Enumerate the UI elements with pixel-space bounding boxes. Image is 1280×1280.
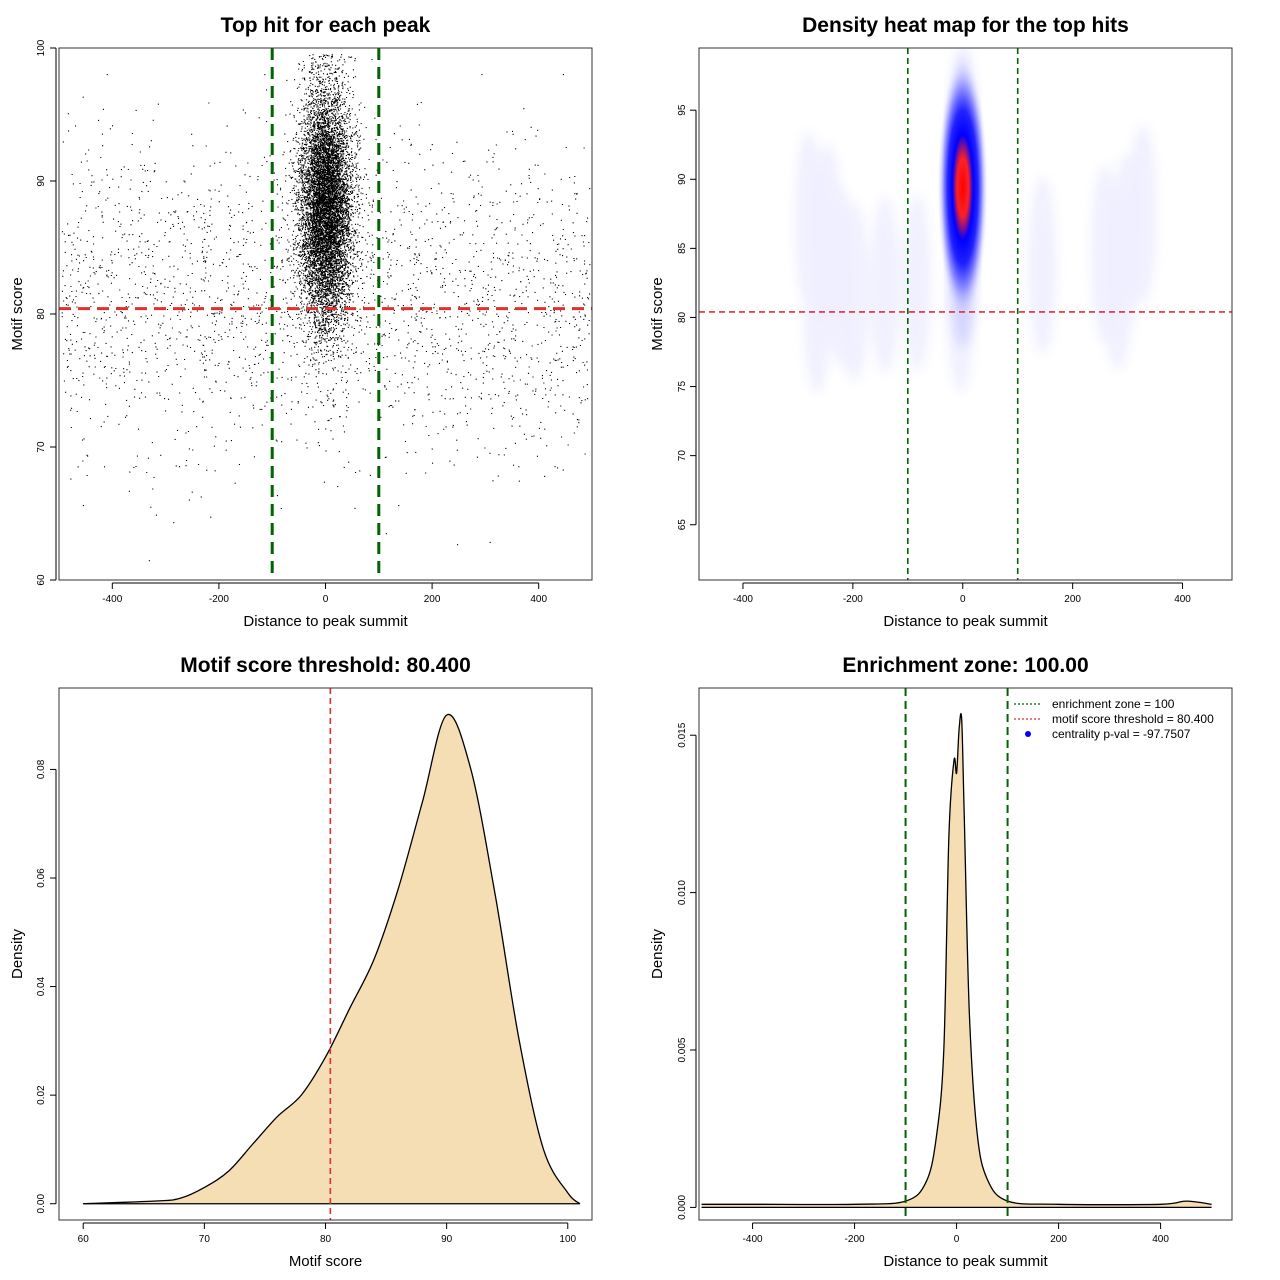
y-axis: 0.000 0.005 0.010 0.015 — [677, 722, 697, 1220]
x-tick-label: -200 — [209, 594, 229, 605]
y-tick-label: 85 — [677, 242, 688, 254]
x-tick-label: 0 — [960, 594, 966, 605]
x-tick-label: -400 — [102, 594, 122, 605]
x-tick-label: -200 — [845, 1234, 865, 1245]
y-tick-label: 0.010 — [677, 880, 688, 905]
chart-panel-heatmap: -400 -200 0 200 400 65 70 75 80 85 90 95 Density hea… — [649, 14, 1233, 630]
plot-frame — [58, 687, 593, 1221]
density-hotspot — [936, 55, 989, 320]
chart-panel-score_density: 60 70 80 90 100 0.00 0.02 0.04 0.06 0.08 Motif sco… — [9, 654, 593, 1270]
chart-title: Density heat map for the top hits — [802, 14, 1129, 37]
x-tick-label: 400 — [530, 594, 547, 605]
y-tick-label: 80 — [36, 308, 47, 320]
y-tick-label: 75 — [677, 381, 688, 393]
legend-swatch-point — [1025, 731, 1031, 737]
x-axis-label: Distance to peak summit — [883, 613, 1048, 630]
density-curve — [83, 713, 581, 1205]
plot-area — [83, 688, 581, 1220]
y-tick-label: 0.00 — [36, 1194, 47, 1214]
y-tick-label: 0.02 — [36, 1085, 47, 1105]
x-axis: -400 -200 0 200 400 — [743, 1222, 1169, 1245]
y-tick-label: 65 — [677, 519, 688, 531]
x-tick-label: 80 — [320, 1234, 332, 1245]
y-tick-label: 0.06 — [36, 868, 47, 888]
y-tick-label: 80 — [677, 311, 688, 323]
y-axis-label: Density — [649, 928, 666, 979]
x-axis: 60 70 80 90 100 — [78, 1222, 577, 1245]
y-tick-label: 0.04 — [36, 976, 47, 996]
scatter-point-cloud — [61, 54, 591, 562]
y-tick-label: 0.005 — [677, 1037, 688, 1062]
y-tick-label: 60 — [36, 574, 47, 586]
y-axis-label: Density — [9, 928, 26, 979]
x-axis: -400 -200 0 200 400 — [102, 582, 547, 605]
x-tick-label: -200 — [843, 594, 863, 605]
y-tick-label: 70 — [36, 441, 47, 453]
x-tick-label: 200 — [424, 594, 441, 605]
plot-frame — [58, 47, 593, 581]
density-area — [83, 714, 580, 1204]
x-tick-label: 100 — [559, 1234, 576, 1245]
x-tick-label: 90 — [441, 1234, 453, 1245]
y-tick-label: 0.08 — [36, 759, 47, 779]
y-tick-label: 90 — [677, 173, 688, 185]
plot-area — [701, 688, 1212, 1220]
x-tick-label: -400 — [743, 1234, 763, 1245]
chart-title: Top hit for each peak — [221, 14, 431, 37]
y-axis: 0.00 0.02 0.04 0.06 0.08 — [36, 759, 57, 1214]
x-tick-label: 200 — [1064, 594, 1081, 605]
x-tick-label: 0 — [954, 1234, 960, 1245]
chart-title: Enrichment zone: 100.00 — [842, 654, 1088, 677]
plot-area — [699, 48, 1232, 580]
y-axis: 60 70 80 90 100 — [36, 39, 57, 586]
y-tick-label: 70 — [677, 450, 688, 462]
y-tick-label: 0.015 — [677, 722, 688, 747]
density-curve — [701, 713, 1212, 1206]
x-tick-label: 200 — [1050, 1234, 1067, 1245]
y-tick-label: 90 — [36, 175, 47, 187]
x-axis-label: Motif score — [289, 1253, 362, 1270]
x-axis-label: Distance to peak summit — [243, 613, 408, 630]
x-tick-label: 400 — [1152, 1234, 1169, 1245]
x-tick-label: 70 — [199, 1234, 211, 1245]
chart-panel-scatter: -400 -200 0 200 400 60 70 80 90 100 Top hit for ea… — [9, 14, 593, 630]
plot-frame — [698, 687, 1233, 1221]
y-axis-label: Motif score — [9, 277, 26, 350]
x-tick-label: -400 — [733, 594, 753, 605]
y-axis-label: Motif score — [649, 277, 666, 350]
y-axis: 65 70 75 80 85 90 95 — [677, 104, 697, 531]
chart-title: Motif score threshold: 80.400 — [180, 654, 471, 677]
legend-entry-label: enrichment zone = 100 — [1052, 697, 1175, 711]
x-axis-label: Distance to peak summit — [883, 1253, 1048, 1270]
scatter-points — [61, 54, 591, 562]
density-area — [701, 713, 1212, 1208]
x-axis: -400 -200 0 200 400 — [733, 582, 1191, 605]
x-tick-label: 400 — [1174, 594, 1191, 605]
x-tick-label: 0 — [323, 594, 329, 605]
plot-area — [59, 48, 592, 580]
y-tick-label: 0.000 — [677, 1194, 688, 1219]
plot-frame — [698, 47, 1233, 581]
legend-entry-label: centrality p-val = -97.7507 — [1052, 727, 1191, 741]
x-tick-label: 60 — [78, 1234, 90, 1245]
y-tick-label: 100 — [36, 39, 47, 56]
y-tick-label: 95 — [677, 104, 688, 116]
legend-entry-label: motif score threshold = 80.400 — [1052, 712, 1214, 726]
